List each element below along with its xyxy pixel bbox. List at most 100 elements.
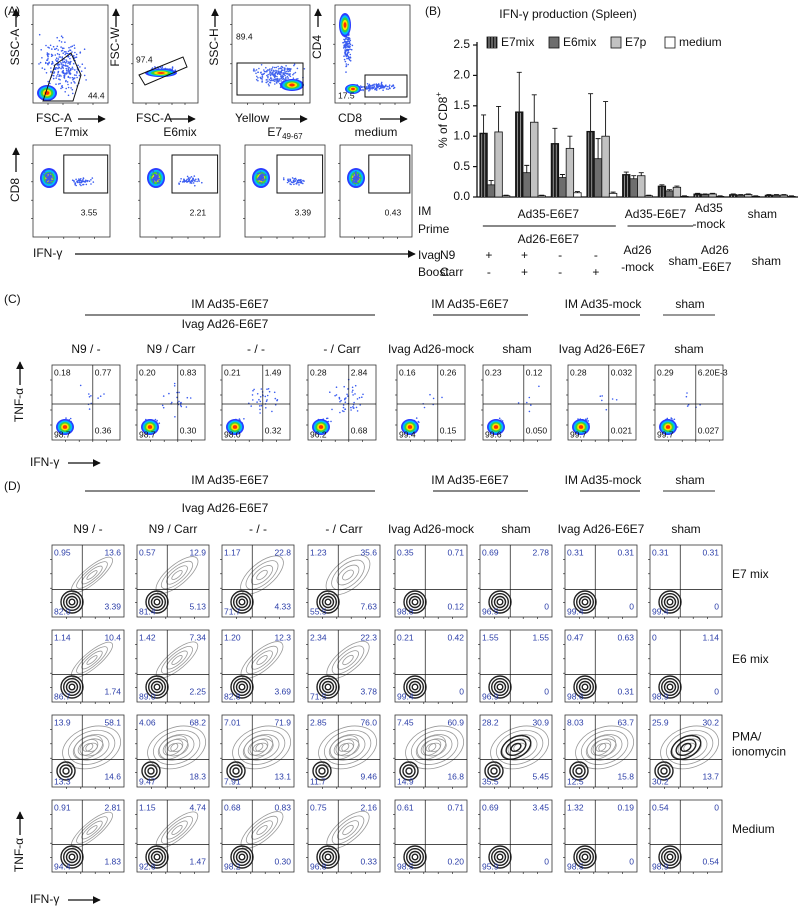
plot-frame <box>32 4 109 104</box>
legend-label: E7mix <box>501 35 534 49</box>
sign: - <box>594 248 598 262</box>
event-dot <box>353 401 355 404</box>
column-label: - / - <box>247 342 265 356</box>
error-bar <box>695 192 701 194</box>
bar <box>550 143 560 198</box>
contour <box>145 845 169 869</box>
gate-value: 0.43 <box>385 207 402 217</box>
contour <box>411 598 419 606</box>
bar <box>644 195 653 198</box>
event-dot <box>611 398 614 400</box>
bar <box>629 178 638 198</box>
event-dot <box>291 177 294 179</box>
bar <box>565 147 575 198</box>
event-dot <box>272 66 274 68</box>
y-tick-label: 1.0 <box>453 128 470 142</box>
contour <box>569 761 589 781</box>
event-dot <box>158 422 161 425</box>
event-dot <box>287 77 290 79</box>
contour <box>141 761 161 781</box>
plot-frame <box>139 144 221 238</box>
error-bar <box>595 138 601 159</box>
quadrant-value: 0.31 <box>567 547 584 557</box>
contour <box>410 729 459 765</box>
quadrant-value: 5.13 <box>189 601 206 611</box>
event-dot <box>71 51 73 53</box>
event-dot <box>498 417 501 420</box>
event-dot <box>67 86 70 89</box>
density-blob <box>493 425 499 429</box>
stain-title: E7mix <box>55 125 88 139</box>
quadrant-value: 16.8 <box>447 771 464 781</box>
event-dot <box>71 88 74 91</box>
event-dot <box>56 53 59 55</box>
event-dot <box>341 410 344 412</box>
event-dot <box>180 405 183 408</box>
bar <box>601 135 610 198</box>
contour <box>491 593 510 612</box>
event-dot <box>266 399 268 401</box>
event-dot <box>686 405 689 407</box>
event-dot <box>359 404 362 406</box>
x-axis-label: Yellow <box>235 111 270 125</box>
event-dot <box>349 60 352 62</box>
bar <box>522 172 531 198</box>
contour <box>162 739 184 756</box>
quadrant-value: 15.8 <box>617 771 634 781</box>
event-dot <box>362 393 364 396</box>
event-dot <box>281 76 284 78</box>
bar <box>558 177 567 198</box>
event-dot <box>264 182 267 185</box>
contour <box>65 850 79 864</box>
bar <box>772 194 781 198</box>
event-dot <box>343 55 345 57</box>
event-dot <box>352 406 354 408</box>
legend-label: E7p <box>625 35 647 49</box>
event-dot <box>61 36 64 39</box>
event-dot <box>57 73 59 76</box>
event-dot <box>348 37 351 40</box>
quadrant-value: 1.17 <box>224 547 241 557</box>
event-dot <box>258 405 261 407</box>
bar <box>494 131 503 198</box>
plot-frame <box>479 629 553 703</box>
error-bar <box>638 172 644 176</box>
legend-label: medium <box>679 35 722 49</box>
event-dot <box>357 177 360 179</box>
event-dot <box>58 53 61 56</box>
x-axis-label: IFN-γ <box>33 246 62 260</box>
error-bar <box>773 194 779 196</box>
x-axis-label: IFN-γ <box>30 455 59 469</box>
quadrant-value: 68.2 <box>189 717 206 727</box>
contour <box>63 593 82 612</box>
event-dot <box>349 53 352 56</box>
quadrant-value: 0.31 <box>652 547 669 557</box>
event-dot <box>255 72 257 75</box>
quadrant-value: 96.5 <box>482 606 499 616</box>
plot-frame <box>51 714 125 788</box>
event-dot <box>84 67 86 69</box>
row-label: Boost <box>418 265 449 279</box>
event-dot <box>61 59 64 62</box>
contour <box>68 683 76 691</box>
event-dot <box>67 68 70 71</box>
column-label: sham <box>502 342 531 356</box>
error-bar <box>496 105 502 132</box>
event-dot <box>90 183 92 185</box>
quadrant-value: 0.32 <box>265 425 282 435</box>
plot-frame <box>649 714 723 788</box>
event-dot <box>266 78 268 81</box>
group-label: Ad26 <box>701 243 729 257</box>
row-label: Carr <box>440 265 463 279</box>
bar <box>486 184 496 198</box>
bar <box>787 195 796 198</box>
quadrant-value: 2.84 <box>351 367 368 377</box>
quadrant-value: 0.31 <box>617 686 634 696</box>
event-dot <box>67 62 69 64</box>
event-dot <box>415 417 418 419</box>
event-dot <box>190 182 193 184</box>
quadrant-value: 2.34 <box>310 632 327 642</box>
event-dot <box>92 181 95 183</box>
group-header: IM Ad35-mock <box>565 297 643 311</box>
event-dot <box>168 392 170 395</box>
